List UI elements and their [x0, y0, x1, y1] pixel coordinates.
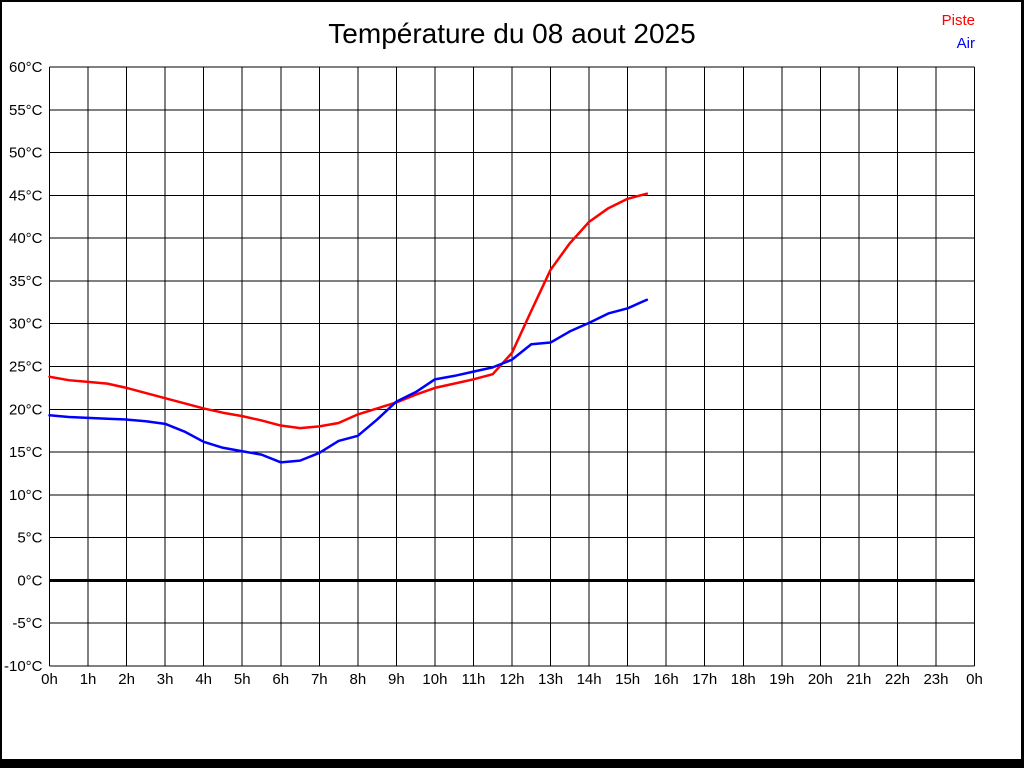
x-tick-label: 14h — [577, 671, 602, 688]
y-tick-label: 20°C — [9, 401, 43, 418]
y-tick-label: 40°C — [9, 230, 43, 247]
frame-bottom — [0, 759, 1024, 768]
frame-right — [1021, 0, 1024, 768]
y-tick-label: 5°C — [17, 530, 42, 547]
x-tick-label: 0h — [966, 671, 983, 688]
frame-left — [0, 0, 2, 768]
x-tick-label: 6h — [272, 671, 289, 688]
legend-item-air: Air — [956, 35, 975, 52]
grid — [49, 66, 975, 667]
x-tick-label: 19h — [769, 671, 794, 688]
x-tick-label: 23h — [923, 671, 948, 688]
x-tick-label: 21h — [846, 671, 871, 688]
y-tick-label: 60°C — [9, 59, 43, 76]
series-line-piste — [48, 192, 649, 430]
x-tick-label: 9h — [388, 671, 405, 688]
x-tick-label: 5h — [234, 671, 251, 688]
x-tick-label: 20h — [808, 671, 833, 688]
y-tick-label: 35°C — [9, 273, 43, 290]
x-tick-label: 2h — [118, 671, 135, 688]
chart-title: Température du 08 aout 2025 — [328, 18, 696, 49]
y-tick-label: 25°C — [9, 359, 43, 376]
x-tick-label: 17h — [692, 671, 717, 688]
y-axis-tick-labels: 60°C 55°C 50°C 45°C 40°C 35°C 30°C 25°C 20°C 15°C… — [4, 59, 43, 675]
y-tick-label: 55°C — [9, 102, 43, 119]
y-tick-label: -10°C — [4, 658, 43, 675]
y-tick-label: -5°C — [12, 615, 42, 632]
y-tick-label: 10°C — [9, 487, 43, 504]
y-tick-label: 15°C — [9, 444, 43, 461]
x-tick-label: 15h — [615, 671, 640, 688]
frame-top — [0, 0, 1024, 2]
y-tick-label: 50°C — [9, 145, 43, 162]
legend: Piste Air — [942, 12, 975, 52]
legend-item-piste: Piste — [941, 12, 975, 29]
x-tick-label: 22h — [885, 671, 910, 688]
x-tick-label: 0h — [41, 671, 58, 688]
x-tick-label: 8h — [349, 671, 366, 688]
y-tick-label: 0°C — [17, 572, 42, 589]
y-tick-label: 30°C — [9, 316, 43, 333]
x-tick-label: 3h — [157, 671, 174, 688]
x-tick-label: 11h — [461, 671, 485, 688]
x-tick-label: 12h — [499, 671, 524, 688]
x-tick-label: 10h — [422, 671, 447, 688]
x-tick-label: 7h — [311, 671, 328, 688]
x-tick-label: 4h — [195, 671, 212, 688]
x-tick-label: 18h — [731, 671, 756, 688]
y-tick-label: 45°C — [9, 187, 43, 204]
x-tick-label: 16h — [654, 671, 679, 688]
x-tick-label: 1h — [80, 671, 97, 688]
x-tick-label: 13h — [538, 671, 563, 688]
x-axis-tick-labels: 0h 1h 2h 3h 4h 5h 6h 7h 8h 9h 10h 11h 12h 13h 14h 15h 16… — [41, 671, 983, 688]
series-line-air — [48, 298, 649, 464]
